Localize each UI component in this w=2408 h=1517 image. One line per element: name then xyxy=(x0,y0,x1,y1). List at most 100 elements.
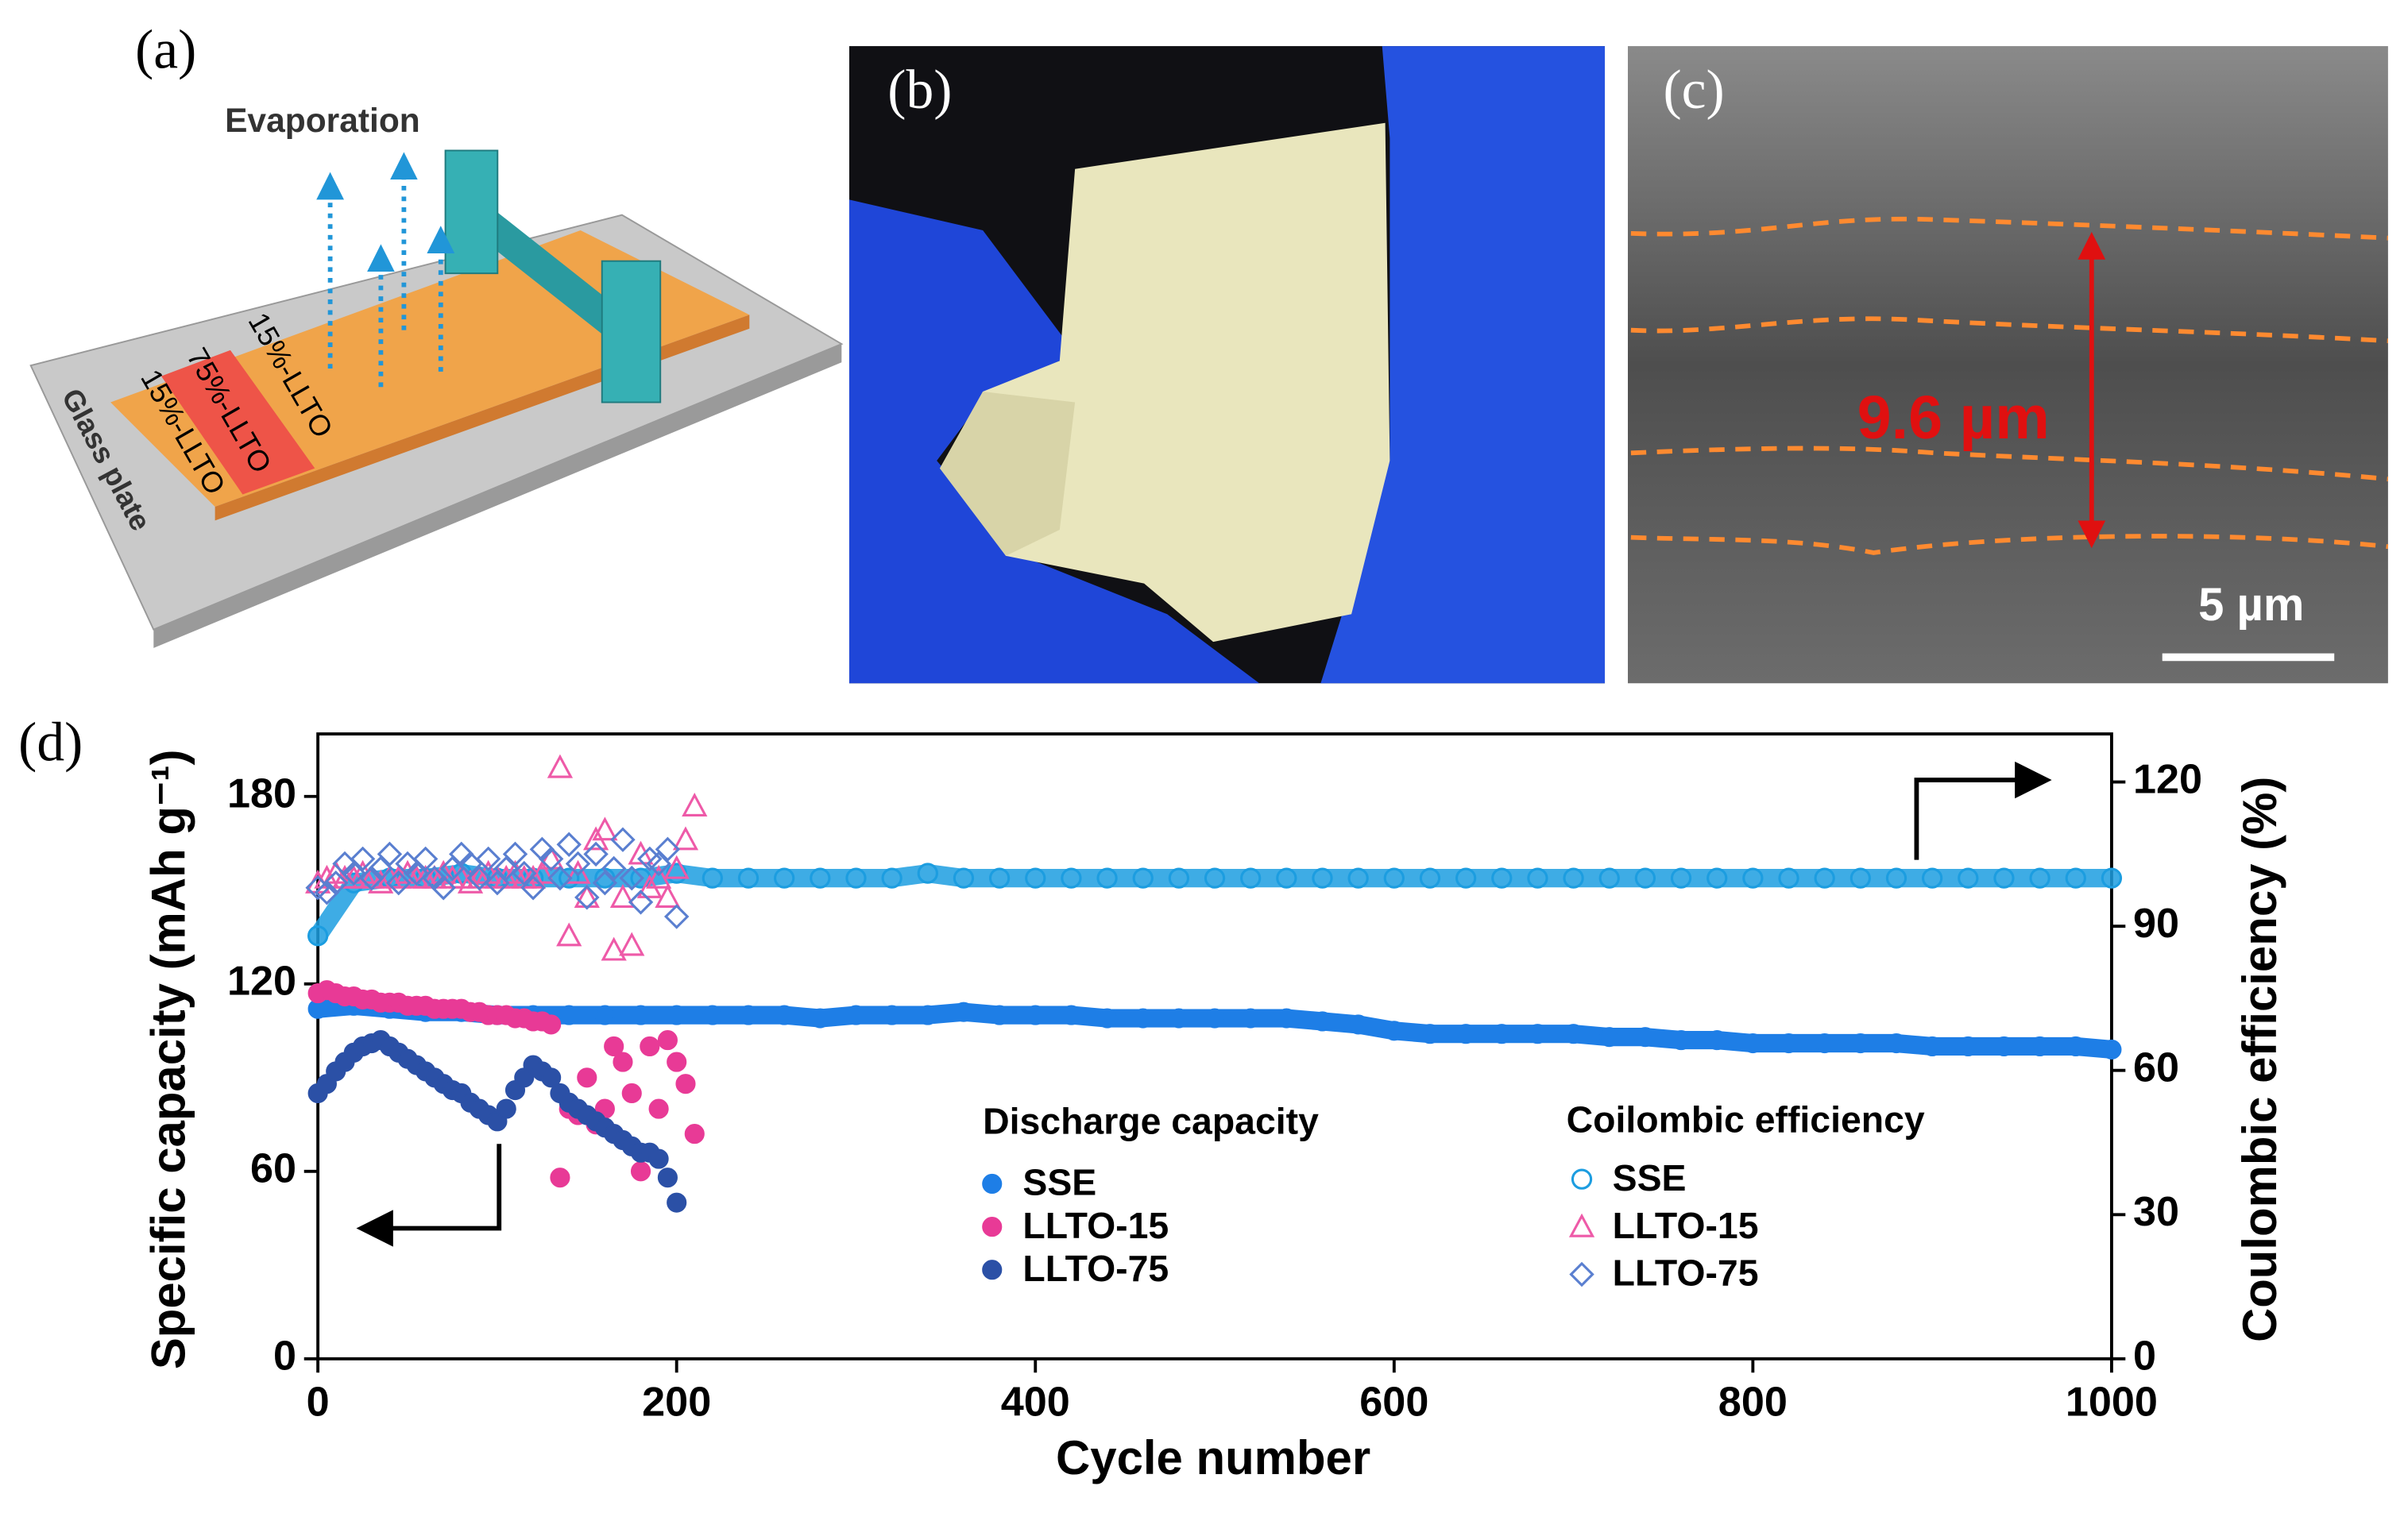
data-point xyxy=(1958,1036,1978,1057)
data-point xyxy=(457,869,484,894)
data-point xyxy=(1061,1005,1081,1025)
data-point xyxy=(592,816,618,841)
data-point xyxy=(547,754,574,778)
data-point xyxy=(1527,867,1548,889)
legend-label: SSE xyxy=(1613,1157,1687,1199)
panel-c: 9.6 µm 5 µm (c) xyxy=(1628,46,2389,684)
data-point xyxy=(655,884,681,908)
data-point xyxy=(1025,1005,1046,1025)
data-point xyxy=(520,864,547,889)
roller xyxy=(460,199,638,346)
data-point xyxy=(2066,1036,2086,1057)
legend-label: LLTO-75 xyxy=(1613,1253,1759,1294)
data-point xyxy=(556,922,582,947)
data-point xyxy=(684,1124,705,1145)
legend-label: LLTO-75 xyxy=(1022,1248,1169,1289)
data-point xyxy=(1491,867,1513,889)
thickness-label: 9.6 µm xyxy=(1857,384,2050,452)
sem-image xyxy=(1628,46,2388,684)
data-point xyxy=(502,841,528,867)
data-point xyxy=(1815,1033,1835,1054)
glove xyxy=(1320,46,1606,684)
data-point xyxy=(520,875,546,901)
data-point xyxy=(368,869,394,894)
data-point xyxy=(1204,1008,1225,1029)
data-point xyxy=(1886,1033,1907,1054)
data-point xyxy=(592,870,618,896)
data-point xyxy=(1742,867,1764,889)
data-point xyxy=(475,846,501,872)
data-point xyxy=(350,846,376,872)
data-point xyxy=(663,855,690,879)
y2-tick-label: 60 xyxy=(2133,1044,2179,1090)
data-point xyxy=(619,932,645,956)
data-point xyxy=(1778,867,1799,889)
data-point xyxy=(2101,1039,2122,1060)
data-point xyxy=(368,855,393,882)
data-point xyxy=(359,865,385,891)
legend-marker xyxy=(1571,1168,1593,1190)
glass-edge xyxy=(153,344,842,648)
data-point xyxy=(881,867,903,889)
scale-label: 5 µm xyxy=(2198,580,2304,631)
data-point xyxy=(559,1005,579,1025)
data-point xyxy=(1420,1024,1440,1044)
data-point xyxy=(1958,867,1979,889)
data-point xyxy=(1527,1024,1548,1044)
data-point xyxy=(667,1192,687,1213)
y2-tick-label: 0 xyxy=(2133,1334,2156,1380)
panel-label: (a) xyxy=(135,20,196,81)
data-point xyxy=(1993,867,2015,889)
panel-label: (c) xyxy=(1663,60,1724,121)
data-point xyxy=(574,885,600,910)
data-point xyxy=(547,865,573,891)
data-point xyxy=(1599,1027,1620,1048)
data-point xyxy=(601,855,627,882)
data-point xyxy=(559,867,580,889)
data-point xyxy=(577,1067,597,1088)
y2-tick-label: 120 xyxy=(2133,756,2202,802)
panel-a: (a) Evaporation 15%-LLTO 75%-LLTO 15%-LL… xyxy=(29,20,844,648)
data-point xyxy=(810,867,831,889)
data-point xyxy=(1383,867,1405,889)
data-point xyxy=(953,1002,974,1022)
legend-marker xyxy=(1568,1213,1595,1237)
data-point xyxy=(1491,1024,1512,1044)
data-point xyxy=(655,836,681,863)
data-point xyxy=(1347,867,1369,889)
data-point xyxy=(601,936,627,961)
data-point xyxy=(628,890,654,915)
data-point xyxy=(1096,867,1118,889)
data-point xyxy=(541,1067,562,1088)
data-point xyxy=(1850,1033,1871,1054)
x-tick-label: 1000 xyxy=(2066,1380,2158,1426)
data-point xyxy=(1312,1011,1333,1032)
data-point xyxy=(663,904,690,929)
data-point xyxy=(496,1098,516,1119)
legend-label: LLTO-15 xyxy=(1613,1205,1759,1246)
data-point xyxy=(377,841,403,867)
data-point xyxy=(307,925,329,947)
data-point xyxy=(323,870,349,896)
data-point xyxy=(2101,867,2123,889)
data-point xyxy=(667,1005,687,1025)
data-point xyxy=(565,851,591,877)
data-point xyxy=(341,860,367,886)
data-point xyxy=(1169,1008,1189,1029)
data-point xyxy=(1706,867,1728,889)
data-point xyxy=(675,1074,696,1094)
y-tick-label: 60 xyxy=(250,1146,296,1192)
data-point xyxy=(953,867,975,889)
x-tick-label: 600 xyxy=(1359,1380,1428,1426)
x-tick-label: 0 xyxy=(307,1380,330,1426)
data-point xyxy=(648,1098,669,1119)
y-tick-label: 120 xyxy=(227,959,296,1005)
data-point xyxy=(1240,867,1262,889)
x-tick-label: 400 xyxy=(1001,1380,1070,1426)
data-point xyxy=(882,1005,903,1025)
data-point xyxy=(667,1052,687,1072)
axis-arrow xyxy=(356,1144,502,1247)
legend-marker xyxy=(982,1260,1003,1280)
data-point xyxy=(645,864,672,889)
data-point xyxy=(604,1036,624,1057)
